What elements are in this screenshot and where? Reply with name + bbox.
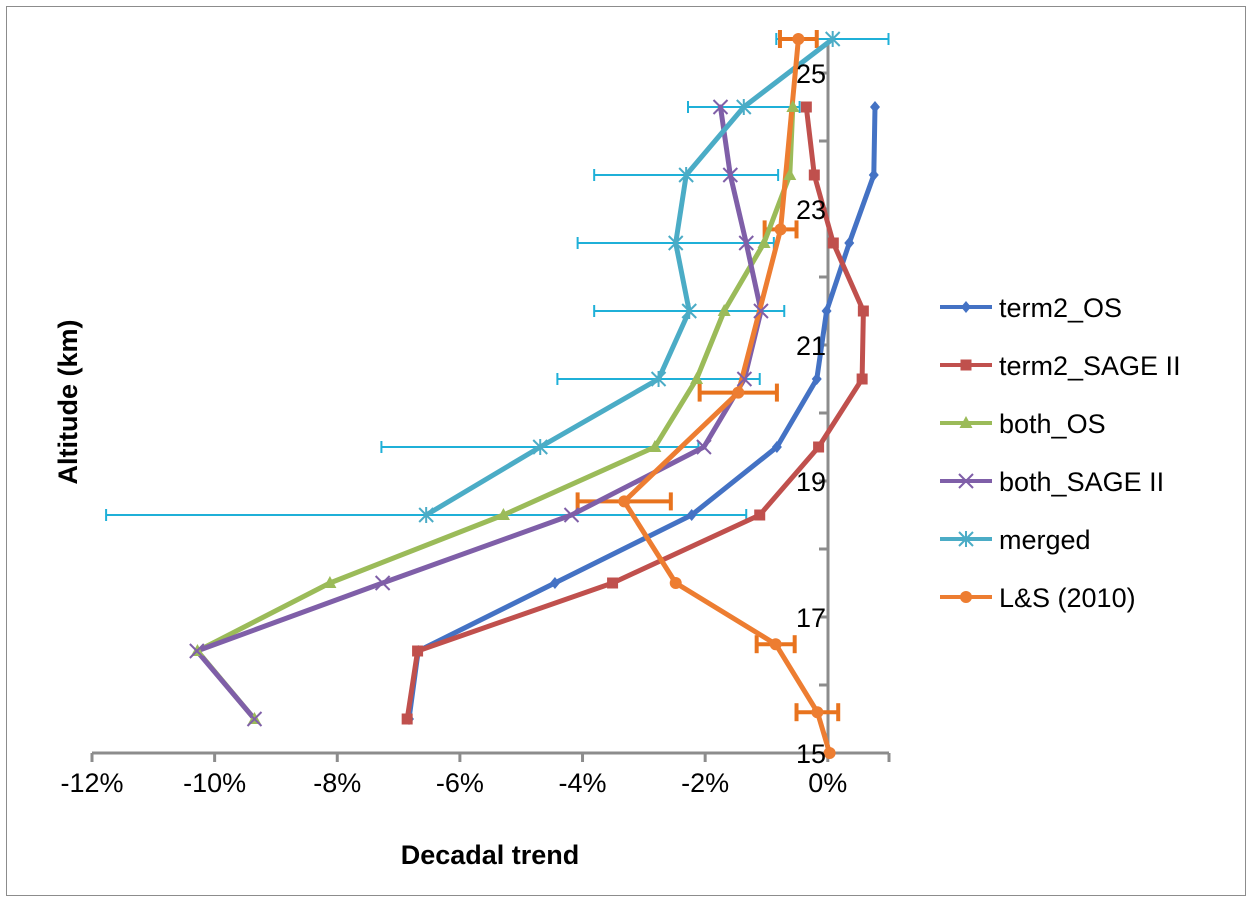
legend-item: merged — [940, 525, 1091, 555]
legend-label: term2_OS — [999, 293, 1122, 323]
data-point-merged — [681, 303, 697, 319]
series-line-both-sage-ii — [194, 104, 764, 722]
x-tick-label: -8% — [313, 768, 361, 798]
y-tick-label: 23 — [796, 195, 826, 225]
axes-layer — [90, 41, 891, 762]
data-point-merged — [418, 507, 434, 523]
x-tick-label: -10% — [183, 768, 246, 798]
data-point-l-s-2010 — [732, 386, 745, 399]
y-tick-label: 19 — [796, 467, 826, 497]
data-point-both-os — [717, 304, 731, 316]
chart-frame: -12% -10% -8% -6% -4% -2% 0% 15 17 19 21 23 25 Decad… — [6, 6, 1246, 896]
legend-label: merged — [999, 525, 1091, 555]
legend-item: term2_OS — [940, 293, 1122, 323]
data-point-merged — [678, 167, 694, 183]
data-point-term2-sage-ii — [813, 441, 825, 453]
data-point-term2-sage-ii — [754, 509, 766, 521]
data-point-both-sage-ii — [753, 303, 769, 319]
data-point-term2-sage-ii — [607, 577, 619, 589]
series-line-l-s-2010 — [621, 36, 833, 756]
data-point-both-sage-ii — [189, 643, 205, 659]
legend-marker — [961, 301, 971, 313]
tick-label-layer: -12% -10% -8% -6% -4% -2% 0%15 17 19 21 23 25 — [60, 59, 847, 798]
data-point-l-s-2010 — [769, 638, 782, 651]
data-point-both-os — [648, 440, 662, 452]
legend-label: both_SAGE II — [999, 467, 1164, 497]
data-point-l-s-2010 — [669, 577, 682, 589]
data-point-term2-os — [844, 237, 855, 249]
data-point-merged — [668, 235, 684, 251]
data-point-merged — [650, 371, 667, 387]
legend-label: term2_SAGE II — [999, 351, 1181, 381]
legend-marker — [958, 473, 974, 489]
data-point-term2-os — [870, 101, 881, 113]
legend-marker — [959, 416, 973, 428]
data-point-both-os — [783, 168, 797, 180]
data-point-both-os — [757, 236, 771, 248]
legend-item: term2_SAGE II — [940, 351, 1181, 381]
data-point-term2-os — [686, 509, 697, 521]
x-axis-title: Decadal trend — [401, 840, 580, 870]
data-point-both-sage-ii — [563, 507, 580, 523]
data-point-term2-sage-ii — [808, 169, 820, 181]
data-point-term2-sage-ii — [856, 373, 868, 385]
data-point-term2-os — [821, 305, 832, 317]
legend-item: both_SAGE II — [940, 467, 1164, 497]
legend-marker — [960, 591, 972, 603]
y-tick-label: 15 — [796, 739, 826, 769]
y-tick-label: 17 — [796, 603, 826, 633]
data-point-l-s-2010 — [823, 747, 836, 759]
y-axis-title: Altitude (km) — [53, 320, 83, 485]
legend-label: both_OS — [999, 409, 1106, 439]
data-point-both-sage-ii — [738, 235, 754, 251]
y-tick-label: 25 — [796, 59, 826, 89]
data-point-both-sage-ii — [374, 575, 391, 591]
legend: term2_OS term2_SAGE II both_OS both_SAGE II… — [940, 293, 1181, 613]
data-point-both-sage-ii — [246, 711, 263, 727]
data-point-both-os — [323, 576, 337, 588]
data-point-term2-os — [811, 373, 822, 385]
data-point-term2-sage-ii — [857, 305, 869, 317]
data-point-merged — [532, 439, 548, 455]
x-tick-label: -12% — [60, 768, 123, 798]
data-point-l-s-2010 — [811, 706, 824, 719]
series-line-both-os — [195, 104, 796, 722]
data-point-l-s-2010 — [792, 33, 805, 45]
x-tick-label: -4% — [559, 768, 607, 798]
data-point-merged — [824, 31, 841, 47]
series-line-merged — [423, 36, 836, 518]
legend-item: both_OS — [940, 409, 1106, 439]
data-point-merged — [736, 99, 752, 115]
data-point-term2-sage-ii — [412, 645, 424, 657]
data-point-term2-os — [549, 577, 560, 589]
data-point-l-s-2010 — [618, 495, 631, 508]
series-layer — [189, 31, 881, 759]
data-point-both-sage-ii — [712, 99, 729, 115]
data-point-both-sage-ii — [722, 167, 739, 183]
data-point-both-sage-ii — [736, 371, 753, 387]
legend-label: L&S (2010) — [999, 583, 1136, 613]
data-point-term2-sage-ii — [800, 101, 812, 113]
data-point-term2-os — [771, 441, 782, 453]
legend-marker — [958, 531, 974, 547]
data-point-term2-sage-ii — [401, 713, 413, 725]
legend-item: L&S (2010) — [940, 583, 1136, 613]
y-tick-label: 21 — [796, 331, 826, 361]
data-point-both-os — [496, 508, 510, 520]
x-tick-label: -6% — [436, 768, 484, 798]
series-line-term2-sage-ii — [404, 104, 866, 722]
data-point-both-os — [786, 100, 800, 112]
data-point-term2-os — [868, 169, 879, 181]
x-tick-label: 0% — [808, 768, 847, 798]
data-point-l-s-2010 — [774, 223, 787, 236]
legend-marker — [960, 359, 972, 371]
chart-svg: -12% -10% -8% -6% -4% -2% 0%15 17 19 21 23 25 Decad… — [53, 30, 1181, 870]
x-tick-label: -2% — [681, 768, 729, 798]
data-point-both-sage-ii — [696, 439, 712, 455]
series-line-term2-os — [406, 104, 878, 722]
data-point-term2-sage-ii — [827, 237, 839, 249]
data-point-both-os — [690, 372, 704, 384]
error-bar-layer — [105, 30, 890, 722]
